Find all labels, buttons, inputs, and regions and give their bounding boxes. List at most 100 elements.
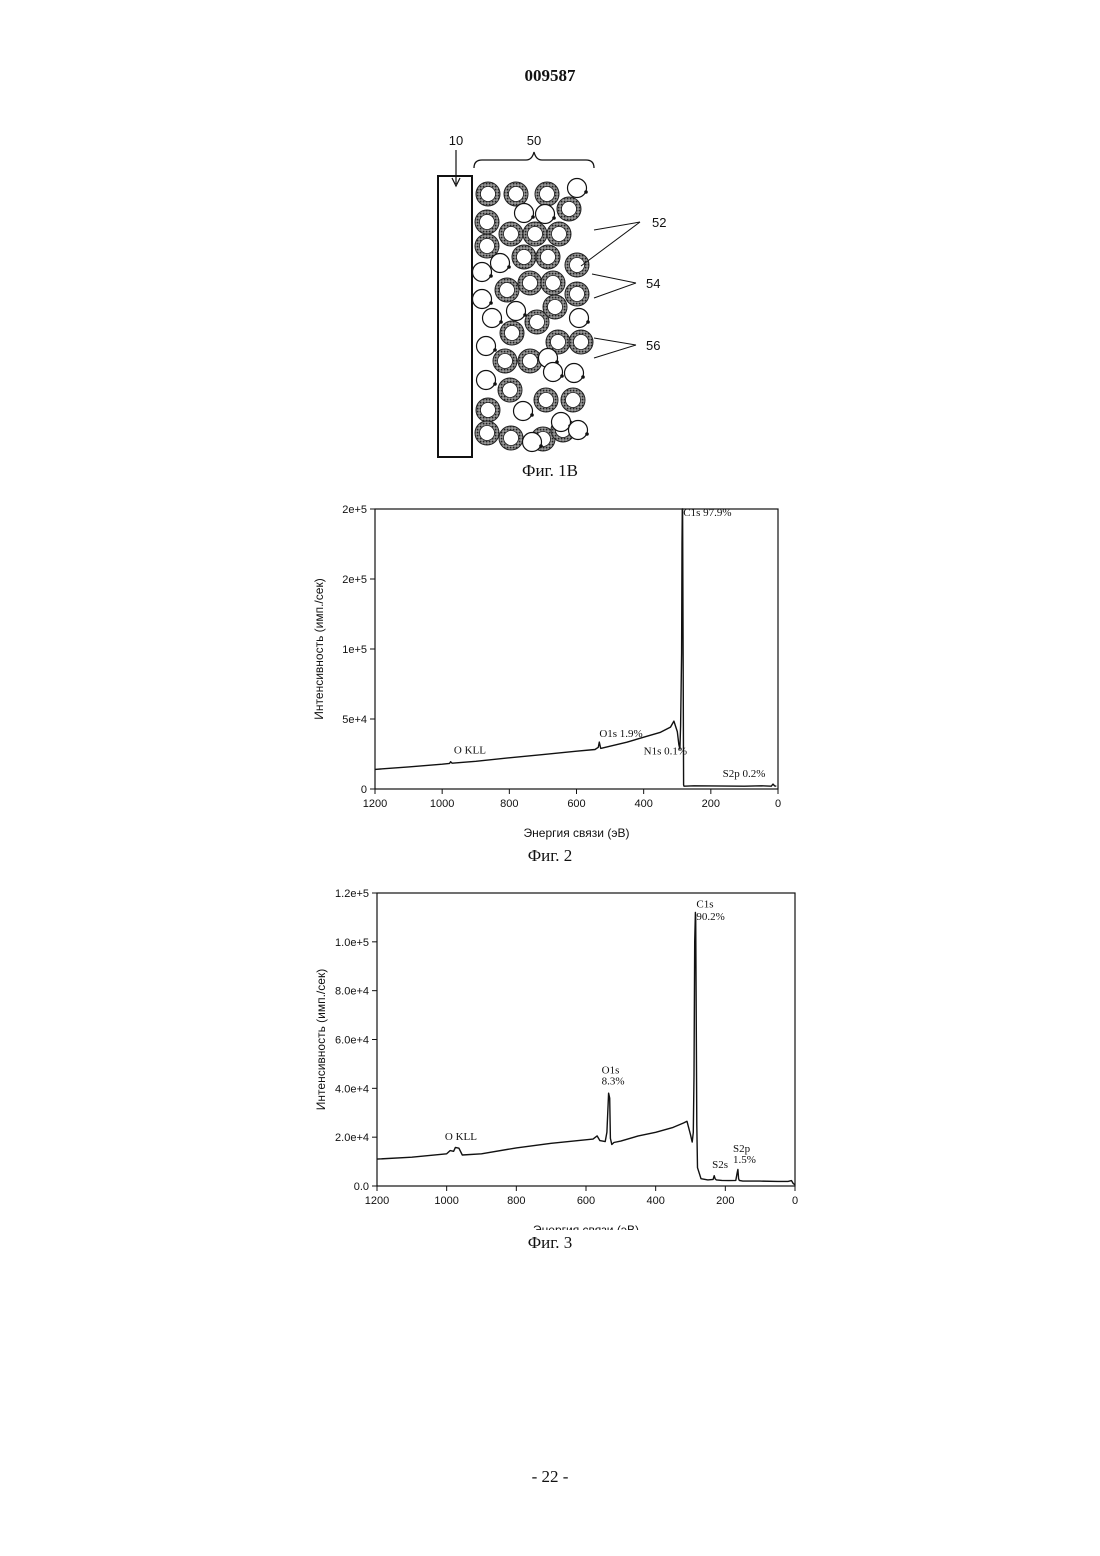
- particle-core: [504, 431, 519, 446]
- uncoated-particle: [507, 302, 526, 321]
- peak-annotation: C1s: [696, 899, 713, 911]
- y-tick-label: 2e+5: [342, 574, 367, 586]
- surface-dot: [489, 274, 493, 278]
- particle-core: [509, 187, 524, 202]
- peak-annotation: O KLL: [445, 1131, 477, 1143]
- uncoated-particle: [565, 364, 584, 383]
- uncoated-particle: [473, 290, 492, 309]
- surface-dot: [586, 320, 590, 324]
- x-tick-label: 800: [507, 1195, 525, 1207]
- uncoated-particle: [536, 205, 555, 224]
- particle-core: [539, 393, 554, 408]
- uncoated-particle: [552, 413, 571, 432]
- leader-56a: [594, 338, 636, 345]
- page-number: - 22 -: [0, 1467, 1100, 1487]
- surface-dot: [530, 413, 534, 417]
- y-tick-label: 0.0: [354, 1181, 369, 1193]
- peak-annotation: 90.2%: [696, 911, 724, 923]
- plot-frame: [375, 509, 778, 789]
- uncoated-particle: [473, 263, 492, 282]
- particle-core: [562, 202, 577, 217]
- x-tick-label: 400: [646, 1195, 664, 1207]
- coating-brace: [474, 152, 594, 168]
- leader-56b: [594, 345, 636, 358]
- y-tick-label: 1.0e+5: [335, 937, 369, 949]
- x-tick-label: 1200: [363, 798, 387, 810]
- surface-dot: [581, 375, 585, 379]
- y-axis-label: Интенсивность (имп./сек): [312, 578, 326, 719]
- particle-core: [523, 354, 538, 369]
- surface-dot: [489, 301, 493, 305]
- x-tick-label: 800: [500, 798, 518, 810]
- substrate-rect: [438, 176, 472, 457]
- x-tick-label: 200: [716, 1195, 734, 1207]
- peak-annotation: S2s: [712, 1159, 728, 1171]
- particle-core: [546, 276, 561, 291]
- uncoated-particle: [544, 363, 563, 382]
- particle-core: [551, 335, 566, 350]
- y-tick-label: 1.2e+5: [335, 888, 369, 900]
- particle-layer: [473, 179, 594, 452]
- particle-core: [566, 393, 581, 408]
- x-tick-label: 1000: [430, 798, 454, 810]
- leader-54a: [592, 274, 636, 283]
- particle-core: [540, 187, 555, 202]
- peak-annotation: 1.5%: [733, 1154, 756, 1166]
- y-tick-label: 8.0e+4: [335, 986, 369, 998]
- uncoated-particle: [515, 204, 534, 223]
- y-tick-label: 1e+5: [342, 644, 367, 656]
- surface-dot: [493, 348, 497, 352]
- peak-annotation: S2p 0.2%: [723, 768, 766, 780]
- leader-54b: [594, 283, 636, 298]
- x-tick-label: 600: [577, 1195, 595, 1207]
- peak-annotation: O1s 1.9%: [599, 728, 642, 740]
- figure-1b-caption: Фиг. 1В: [0, 461, 1100, 481]
- uncoated-particle: [568, 179, 587, 198]
- particle-core: [481, 403, 496, 418]
- particle-core: [523, 276, 538, 291]
- x-tick-label: 1200: [365, 1195, 389, 1207]
- uncoated-particle: [477, 337, 496, 356]
- leader-52b: [581, 222, 640, 266]
- particle-core: [570, 287, 585, 302]
- particle-core: [498, 354, 513, 369]
- leader-52a: [594, 222, 640, 230]
- x-tick-label: 600: [567, 798, 585, 810]
- y-tick-label: 6.0e+4: [335, 1035, 369, 1047]
- uncoated-particle: [483, 309, 502, 328]
- figure-3-chart: 1200 1000 800 600 400 200 0 0.0 2.0e+4 4.0e+4 6.0e…: [0, 880, 1100, 1230]
- callout-10: 10: [449, 133, 463, 148]
- particle-core: [574, 335, 589, 350]
- figure-1b-diagram: 10 50 52 54 56: [0, 0, 1100, 480]
- callout-56: 56: [646, 338, 660, 353]
- y-tick-label: 2.0e+4: [335, 1132, 369, 1144]
- surface-dot: [523, 313, 527, 317]
- peak-annotation: N1s 0.1%: [644, 746, 687, 758]
- y-tick-label: 2e+5: [342, 504, 367, 516]
- peak-annotation: O KLL: [454, 744, 486, 756]
- callout-54: 54: [646, 276, 660, 291]
- y-tick-label: 0: [361, 784, 367, 796]
- particle-core: [548, 300, 563, 315]
- particle-core: [503, 383, 518, 398]
- callout-50: 50: [527, 133, 541, 148]
- x-tick-label: 1000: [434, 1195, 458, 1207]
- particle-core: [481, 187, 496, 202]
- y-tick-label: 5e+4: [342, 714, 367, 726]
- uncoated-particle: [570, 309, 589, 328]
- surface-dot: [552, 216, 556, 220]
- particle-core: [517, 250, 532, 265]
- x-tick-label: 200: [702, 798, 720, 810]
- particle-core: [552, 227, 567, 242]
- uncoated-particle: [569, 421, 588, 440]
- uncoated-particle: [523, 433, 542, 452]
- uncoated-particle: [514, 402, 533, 421]
- figure-2-caption: Фиг. 2: [0, 846, 1100, 866]
- particle-core: [504, 227, 519, 242]
- particle-core: [480, 426, 495, 441]
- peak-annotation: C1s 97.9%: [683, 507, 731, 519]
- y-tick-label: 4.0e+4: [335, 1083, 369, 1095]
- x-tick-label: 0: [792, 1195, 798, 1207]
- particle-core: [480, 239, 495, 254]
- peak-annotation: 8.3%: [602, 1076, 625, 1088]
